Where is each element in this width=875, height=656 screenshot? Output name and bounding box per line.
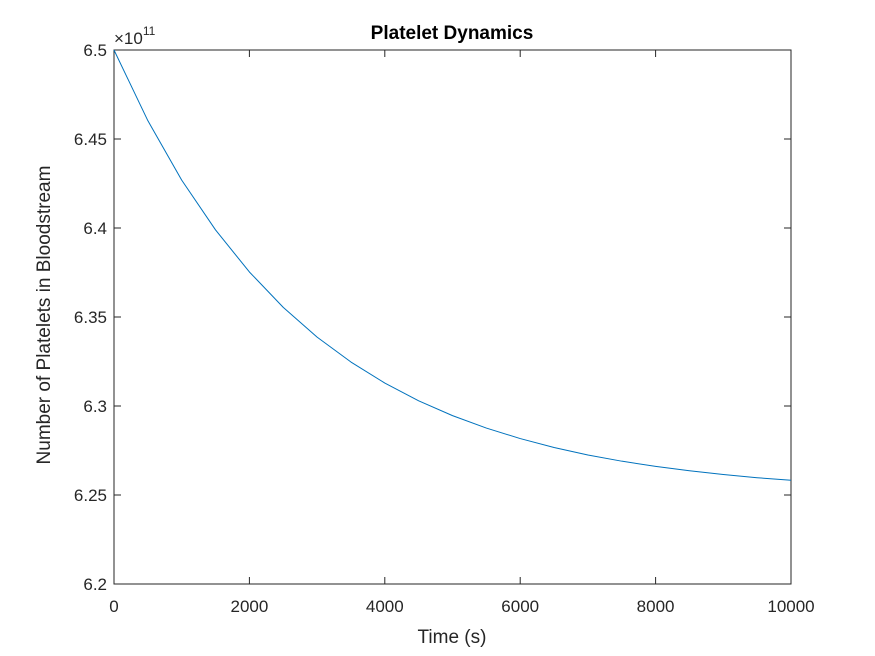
chart-title: Platelet Dynamics: [371, 23, 534, 44]
series-line: [113, 49, 792, 481]
y-axis-label: Number of Platelets in Bloodstream: [34, 166, 55, 465]
y-axis-exponent: ×1011: [114, 24, 156, 48]
x-tick-label: 8000: [637, 597, 675, 616]
x-tick-label: 4000: [366, 597, 404, 616]
x-tick-label: 10000: [767, 597, 814, 616]
y-exponent-base: ×10: [114, 29, 143, 48]
y-tick-label: 6.35: [74, 308, 107, 327]
y-tick-label: 6.45: [74, 130, 107, 149]
x-tick-label: 0: [109, 597, 118, 616]
x-axis-label: Time (s): [418, 627, 487, 648]
x-tick-label: 2000: [230, 597, 268, 616]
y-tick-label: 6.25: [74, 486, 107, 505]
axes-box: [113, 49, 792, 585]
plot-area: [114, 50, 791, 584]
x-tick-label: 6000: [501, 597, 539, 616]
y-tick-label: 6.5: [83, 41, 107, 60]
y-tick-label: 6.4: [83, 219, 107, 238]
y-tick-label: 6.2: [83, 575, 107, 594]
y-exponent-power: 11: [143, 24, 156, 38]
y-tick-label: 6.3: [83, 397, 107, 416]
